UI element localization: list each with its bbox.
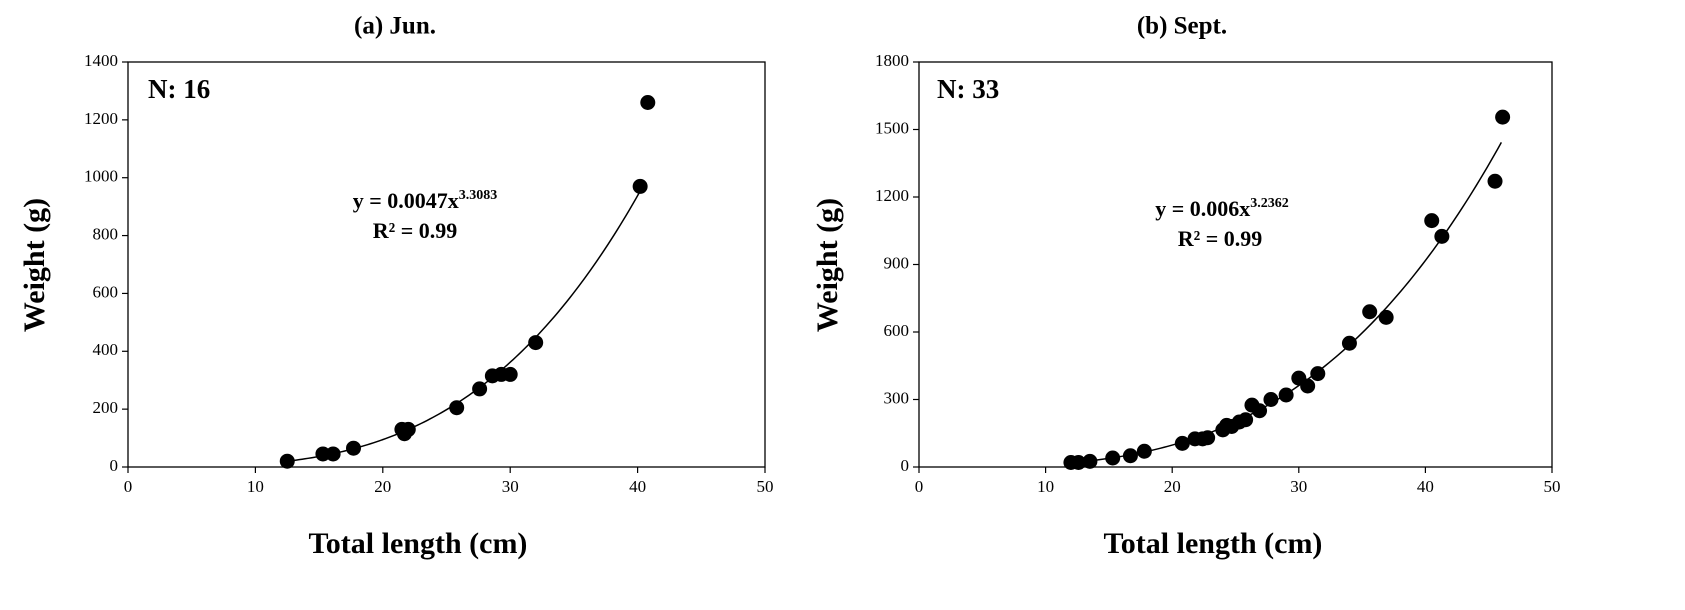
data-point <box>1136 443 1152 459</box>
data-point <box>1434 228 1450 244</box>
y-tick-label: 600 <box>93 282 119 301</box>
data-point <box>1200 430 1216 446</box>
data-point <box>632 178 648 194</box>
data-point <box>345 440 361 456</box>
data-point <box>472 381 488 397</box>
y-tick-label: 1400 <box>84 51 118 70</box>
data-point <box>1300 378 1316 394</box>
x-tick-label: 20 <box>374 477 391 496</box>
data-point <box>528 335 544 351</box>
fit-equation-base: y = 0.0047x <box>353 188 459 213</box>
y-tick-label: 1500 <box>875 118 909 137</box>
data-point <box>1122 448 1138 464</box>
data-point <box>1278 387 1294 403</box>
chart-svg-sept: (b) Sept. 0 300 600 900 1200 1500 1800 0 10 20 30 40… <box>811 13 1561 560</box>
y-tick-label: 900 <box>884 253 910 272</box>
data-point <box>1105 450 1121 466</box>
data-point <box>1378 309 1394 325</box>
y-tick-label: 800 <box>93 224 119 243</box>
fit-equation: y = 0.0047x3.3083 <box>353 188 498 213</box>
sample-size-label: N: 33 <box>937 74 999 104</box>
data-point <box>1424 213 1440 229</box>
x-tick-label: 10 <box>1037 477 1054 496</box>
fit-equation-base: y = 0.006x <box>1155 196 1250 221</box>
data-point <box>1071 455 1087 470</box>
r-squared-label: R² = 0.99 <box>1178 226 1263 251</box>
y-tick-label: 1000 <box>84 167 118 186</box>
fit-equation-exponent: 3.3083 <box>459 188 498 203</box>
data-point <box>1310 366 1326 382</box>
data-point <box>502 366 518 382</box>
data-point <box>325 446 341 462</box>
chart-panel-jun: (a) Jun. 0 200 400 600 800 1000 1200 1400 0 10 20 30… <box>0 0 840 610</box>
fit-equation: y = 0.006x3.2362 <box>1155 196 1289 221</box>
data-point <box>1082 453 1098 469</box>
data-point <box>1238 412 1254 428</box>
sample-size-label: N: 16 <box>148 74 210 104</box>
chart-svg-jun: (a) Jun. 0 200 400 600 800 1000 1200 1400 0 10 20 30… <box>18 13 774 560</box>
data-point <box>1495 109 1511 125</box>
plot-area-frame <box>127 61 766 468</box>
trendline-curve <box>287 183 645 462</box>
data-point <box>1487 173 1503 189</box>
r-squared-label: R² = 0.99 <box>373 218 458 243</box>
data-point <box>1252 403 1268 419</box>
chart-panel-sept: (b) Sept. 0 300 600 900 1200 1500 1800 0 10 20 30 40… <box>811 0 1685 610</box>
y-tick-label: 600 <box>884 321 910 340</box>
data-point <box>449 400 465 416</box>
data-point <box>1263 392 1279 407</box>
x-tick-label: 40 <box>629 477 646 496</box>
x-tick-label: 50 <box>757 477 774 496</box>
y-axis-label: Weight (g) <box>811 198 844 332</box>
data-point <box>1341 335 1357 351</box>
y-tick-label: 1200 <box>875 186 909 205</box>
x-tick-label: 0 <box>124 477 133 496</box>
data-point <box>1362 304 1378 320</box>
fit-equation-exponent: 3.2362 <box>1250 196 1289 211</box>
panel-title: (b) Sept. <box>1137 13 1227 40</box>
plot-area-frame <box>918 61 1553 468</box>
y-axis-label: Weight (g) <box>18 198 51 332</box>
x-tick-label: 10 <box>247 477 264 496</box>
data-point <box>640 95 656 110</box>
y-tick-label: 0 <box>110 456 119 475</box>
x-tick-label: 30 <box>502 477 519 496</box>
y-tick-label: 200 <box>93 398 119 417</box>
x-tick-label: 20 <box>1164 477 1181 496</box>
x-tick-label: 0 <box>915 477 924 496</box>
y-tick-label: 1800 <box>875 51 909 70</box>
data-point <box>1174 435 1190 451</box>
x-tick-label: 40 <box>1417 477 1434 496</box>
y-tick-label: 400 <box>93 340 119 359</box>
x-axis-label: Total length (cm) <box>309 527 528 560</box>
panel-title: (a) Jun. <box>354 13 436 40</box>
x-axis-label: Total length (cm) <box>1104 527 1323 560</box>
y-tick-label: 0 <box>901 456 910 475</box>
x-tick-label: 30 <box>1290 477 1307 496</box>
x-tick-label: 50 <box>1544 477 1561 496</box>
data-point <box>279 453 295 469</box>
y-tick-label: 300 <box>884 388 910 407</box>
trendline-curve <box>1070 142 1503 464</box>
y-tick-label: 1200 <box>84 109 118 128</box>
data-point <box>400 421 416 437</box>
